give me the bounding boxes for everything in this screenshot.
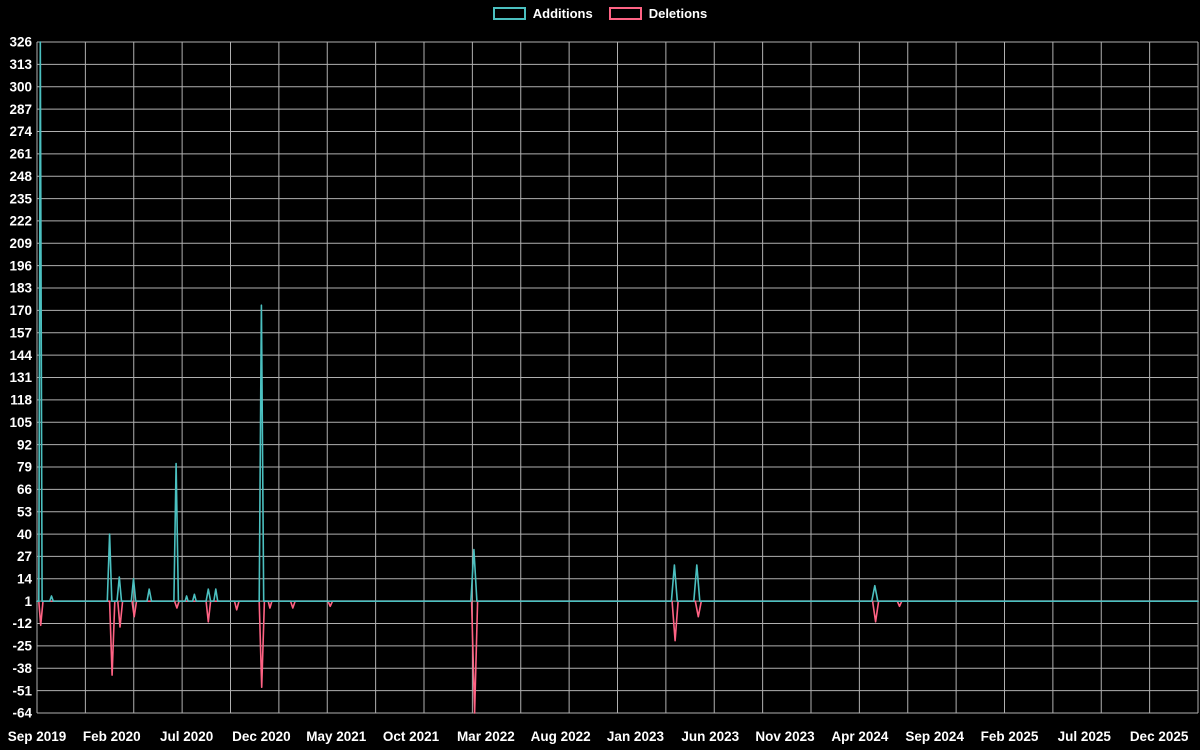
x-tick-label: Jul 2025 <box>1058 729 1112 744</box>
y-tick-label: 248 <box>9 169 32 184</box>
x-tick-label: Feb 2025 <box>981 729 1039 744</box>
x-tick-label: Oct 2021 <box>383 729 440 744</box>
y-tick-label: -25 <box>12 639 32 654</box>
y-tick-label: 261 <box>9 147 32 162</box>
y-tick-label: 131 <box>9 370 32 385</box>
y-tick-label: 79 <box>17 460 32 475</box>
x-tick-label: Jul 2020 <box>160 729 213 744</box>
y-tick-label: 40 <box>17 527 32 542</box>
x-tick-label: Dec 2020 <box>232 729 291 744</box>
y-tick-label: 144 <box>9 348 32 363</box>
x-tick-label: Jan 2023 <box>607 729 665 744</box>
x-tick-label: Jun 2023 <box>681 729 739 744</box>
x-tick-label: Nov 2023 <box>755 729 815 744</box>
additions-line <box>36 41 1199 603</box>
y-tick-label: 14 <box>17 572 33 587</box>
x-tick-label: Dec 2025 <box>1130 729 1189 744</box>
y-tick-label: 222 <box>9 214 32 229</box>
chart-legend: Additions Deletions <box>0 7 1200 20</box>
y-tick-label: 118 <box>10 393 32 408</box>
y-tick-label: 274 <box>9 124 32 139</box>
additions-swatch-icon <box>492 7 526 20</box>
y-tick-label: -64 <box>12 706 32 721</box>
legend-item-additions[interactable]: Additions <box>492 6 593 21</box>
x-tick-label: Sep 2019 <box>8 729 67 744</box>
legend-label-deletions: Deletions <box>648 6 708 21</box>
y-tick-label: 105 <box>9 415 32 430</box>
x-tick-label: Feb 2020 <box>83 729 141 744</box>
y-tick-label: 235 <box>9 191 32 206</box>
y-tick-label: 170 <box>9 303 32 318</box>
y-tick-label: 326 <box>9 35 32 50</box>
legend-label-additions: Additions <box>532 6 593 21</box>
y-tick-label: 300 <box>9 79 32 94</box>
y-tick-label: 1 <box>24 594 32 609</box>
y-tick-label: 209 <box>9 236 32 251</box>
y-tick-label: 27 <box>17 549 32 564</box>
y-tick-label: -51 <box>12 683 32 698</box>
x-tick-label: May 2021 <box>306 729 367 744</box>
y-tick-label: 92 <box>17 437 32 452</box>
y-tick-label: 66 <box>17 482 33 497</box>
y-tick-label: 183 <box>9 281 32 296</box>
deletions-swatch-icon <box>608 7 642 20</box>
y-tick-label: 157 <box>9 325 32 340</box>
y-tick-label: 196 <box>9 258 32 273</box>
x-tick-label: Aug 2022 <box>531 729 591 744</box>
x-tick-label: Sep 2024 <box>905 729 964 744</box>
x-tick-label: Mar 2022 <box>457 729 515 744</box>
y-tick-label: 313 <box>9 57 32 72</box>
legend-item-deletions[interactable]: Deletions <box>608 6 708 21</box>
y-tick-label: 287 <box>9 102 32 117</box>
y-tick-label: -12 <box>12 616 32 631</box>
x-tick-label: Apr 2024 <box>831 729 889 744</box>
y-tick-label: 53 <box>17 504 33 519</box>
y-tick-label: -38 <box>12 661 32 676</box>
